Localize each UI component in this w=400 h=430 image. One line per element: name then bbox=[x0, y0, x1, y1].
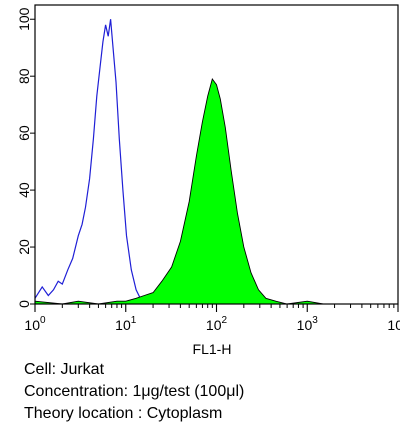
x-tick-label: 101 bbox=[115, 315, 137, 333]
series-0-line bbox=[34, 19, 147, 305]
y-tick-label: 60 bbox=[16, 125, 32, 141]
y-tick-label: 100 bbox=[16, 7, 32, 31]
x-tick-label: 102 bbox=[206, 315, 228, 333]
x-axis: 100 101 102 103 104 bbox=[24, 304, 400, 333]
caption-theory-location: Theory location : Cytoplasm bbox=[24, 405, 223, 422]
y-tick-label: 20 bbox=[16, 239, 32, 255]
series-1-outline bbox=[34, 77, 335, 305]
caption-cell: Cell: Jurkat bbox=[24, 361, 105, 378]
x-tick-label: 100 bbox=[24, 315, 46, 333]
histogram-chart: 0 20 40 60 80 100 100 101 102 103 104 FL1-H bbox=[16, 4, 400, 357]
x-axis-title: FL1-H bbox=[193, 341, 232, 357]
y-tick-label: 80 bbox=[16, 68, 32, 84]
x-tick-label: 103 bbox=[297, 315, 319, 333]
series-1-area bbox=[35, 79, 335, 304]
plot-area bbox=[34, 19, 335, 305]
caption-concentration: Concentration: 1μg/test (100μl) bbox=[24, 383, 245, 400]
y-tick-label: 0 bbox=[16, 300, 32, 308]
y-axis: 0 20 40 60 80 100 bbox=[16, 7, 35, 308]
x-tick-label: 104 bbox=[387, 315, 400, 333]
y-tick-label: 40 bbox=[16, 182, 32, 198]
